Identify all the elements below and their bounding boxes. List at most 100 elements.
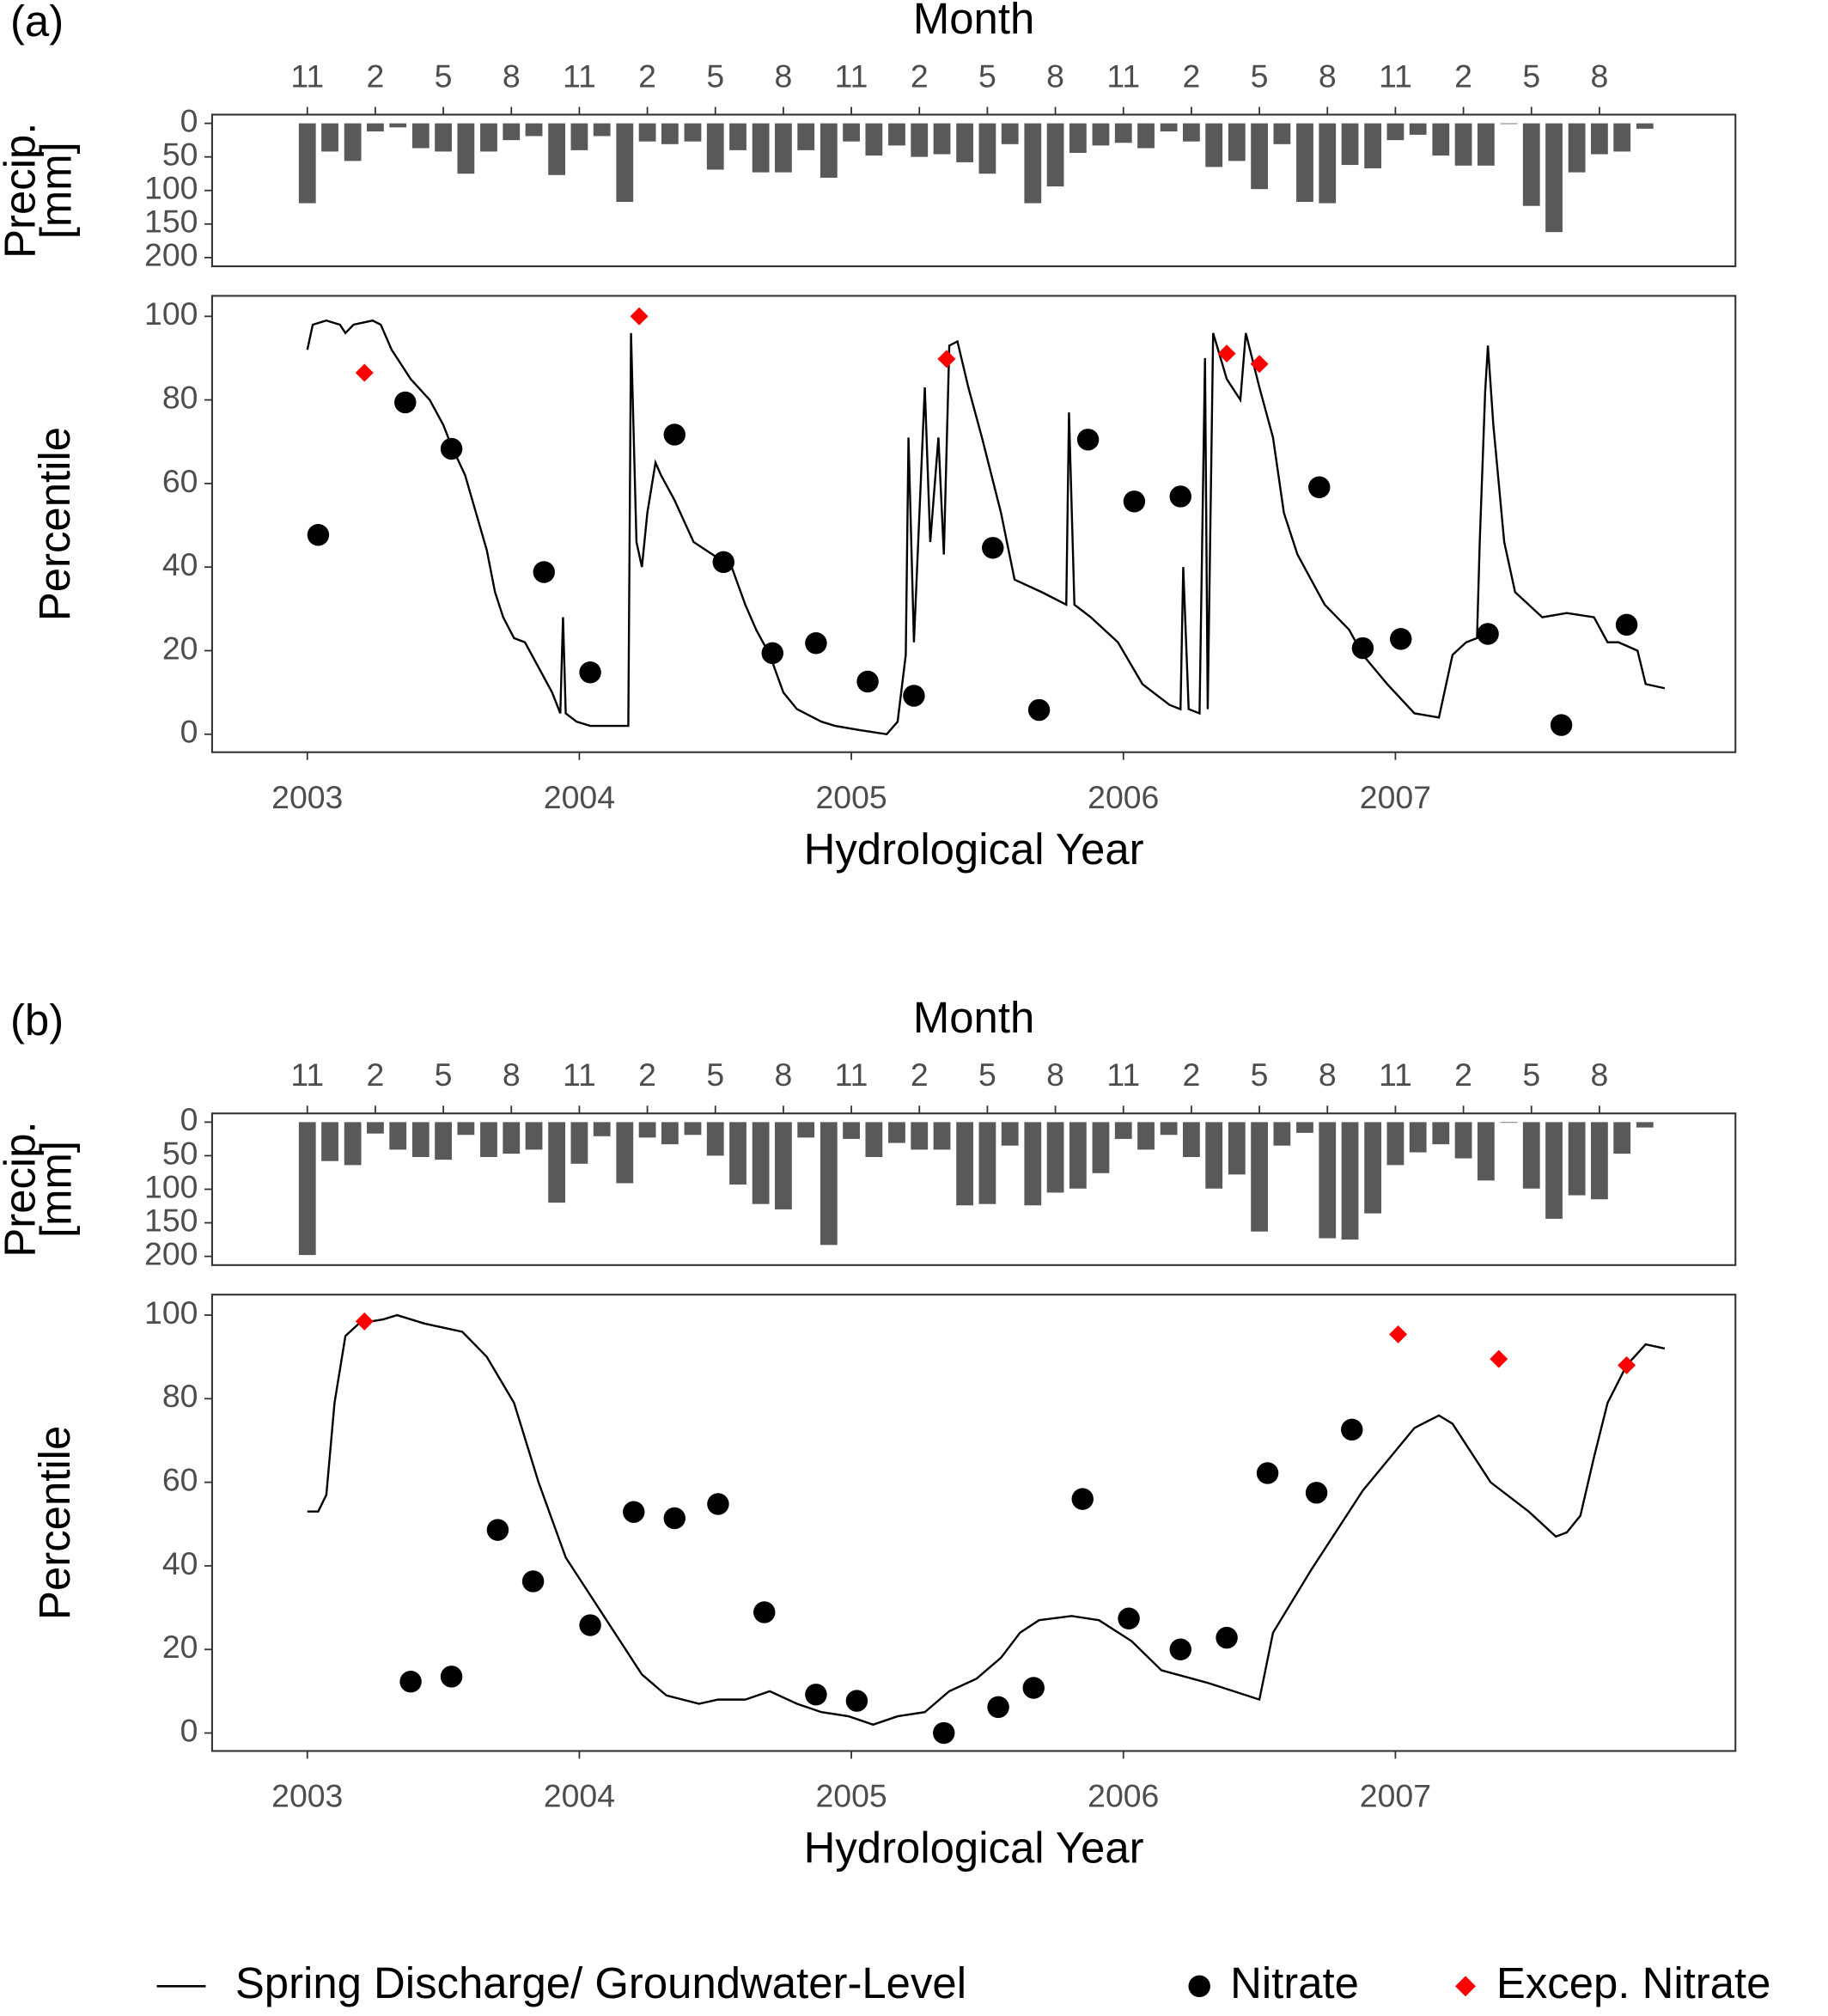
y-axis-title: Percentile — [30, 1426, 79, 1620]
nitrate-point — [1076, 429, 1100, 451]
x-tick-label: 2005 — [815, 1778, 887, 1814]
bar — [638, 123, 656, 142]
bar — [1386, 1122, 1405, 1166]
y-axis-title: Precip. — [0, 1121, 44, 1257]
excep-nitrate-point — [355, 363, 374, 382]
bar — [1386, 123, 1405, 141]
nitrate-point — [933, 1721, 955, 1745]
y-tick-label: 40 — [162, 1545, 198, 1581]
x-tick-label: 11 — [563, 1057, 596, 1093]
bar — [752, 1122, 770, 1204]
bar — [480, 1122, 497, 1157]
bar — [1160, 123, 1178, 131]
bar — [1454, 1122, 1472, 1159]
x-tick-label: 2 — [911, 58, 929, 94]
bar — [503, 123, 521, 141]
nitrate-point — [805, 1684, 827, 1706]
bar — [706, 1122, 724, 1156]
nitrate-point — [1027, 698, 1051, 722]
x-tick-label: 8 — [1046, 1057, 1064, 1093]
nitrate-point — [579, 1614, 601, 1636]
y-tick-label: 100 — [144, 170, 198, 206]
x-tick-label: 5 — [706, 58, 724, 94]
bar — [1454, 123, 1472, 166]
bar — [298, 123, 316, 204]
x-tick-label: 8 — [503, 58, 521, 94]
x-tick-label: 11 — [1106, 1057, 1140, 1093]
bar — [1160, 1122, 1178, 1136]
nitrate-point — [805, 632, 827, 655]
bar — [1341, 123, 1359, 166]
nitrate-point — [440, 1666, 463, 1688]
x-tick-label: 2007 — [1360, 1778, 1431, 1814]
nitrate-point — [707, 1493, 729, 1515]
x-tick-label: 8 — [775, 1057, 793, 1093]
bar — [1545, 123, 1563, 233]
x-tick-label: 2 — [1454, 58, 1472, 94]
bar — [367, 123, 384, 131]
bar — [321, 1122, 338, 1161]
bar — [1364, 1122, 1382, 1214]
nitrate-point — [486, 1519, 509, 1541]
x-tick-label: 11 — [1379, 58, 1412, 94]
x-tick-label: 5 — [1251, 58, 1269, 94]
nitrate-point — [623, 1501, 645, 1523]
y-tick-label: 150 — [144, 204, 198, 240]
bar — [729, 1122, 746, 1185]
bar — [1251, 1122, 1268, 1232]
excep-nitrate-point — [1618, 1355, 1636, 1374]
bar — [1069, 123, 1087, 153]
bar — [865, 1122, 883, 1157]
nitrate-point — [982, 537, 1004, 559]
nitrate-point — [1071, 1488, 1094, 1510]
x-tick-label: 8 — [1046, 58, 1064, 94]
bar — [1024, 123, 1042, 204]
nitrate-point — [1118, 1607, 1140, 1629]
axis-title: Month — [913, 0, 1034, 43]
bar — [1092, 1122, 1110, 1173]
bar — [525, 123, 543, 137]
bar — [1636, 123, 1654, 129]
bar — [593, 1122, 611, 1136]
bar — [888, 123, 905, 146]
bar — [1205, 1122, 1223, 1189]
x-tick-label: 2003 — [271, 1778, 343, 1814]
bar — [820, 123, 838, 178]
nitrate-point — [1477, 623, 1499, 645]
bar — [1228, 1122, 1246, 1175]
bar — [1092, 123, 1110, 146]
bar — [956, 123, 974, 162]
nitrate-point — [663, 423, 686, 446]
x-tick-label: 8 — [1591, 58, 1609, 94]
nitrate-point — [712, 551, 734, 574]
bar — [1183, 1122, 1200, 1157]
legend-label: Excep. Nitrate — [1496, 1958, 1771, 2007]
nitrate-point — [1123, 490, 1146, 513]
bar — [1613, 1122, 1631, 1154]
bar — [1273, 1122, 1291, 1146]
x-tick-label: 5 — [1251, 1057, 1269, 1093]
x-tick-label: 2003 — [271, 779, 343, 815]
bar — [797, 1122, 815, 1138]
x-tick-label: 2 — [367, 58, 385, 94]
plot-area — [307, 1312, 1666, 1745]
panel-border — [210, 1112, 1737, 1266]
bar — [978, 1122, 996, 1204]
bar — [389, 1122, 407, 1150]
bar — [888, 1122, 905, 1143]
bar — [548, 1122, 566, 1203]
y-tick-label: 100 — [144, 1168, 198, 1204]
x-tick-label: 11 — [1106, 58, 1140, 94]
bar — [1205, 123, 1223, 167]
axis-title: Month — [913, 993, 1034, 1042]
bar — [1296, 1122, 1313, 1133]
x-tick-label: 5 — [978, 58, 996, 94]
bar — [1319, 123, 1337, 204]
nitrate-point — [845, 1690, 868, 1712]
bar — [344, 1122, 362, 1166]
bar — [1591, 1122, 1608, 1200]
bar — [1522, 1122, 1540, 1189]
bar — [1341, 1122, 1359, 1240]
bar — [1636, 1122, 1654, 1128]
